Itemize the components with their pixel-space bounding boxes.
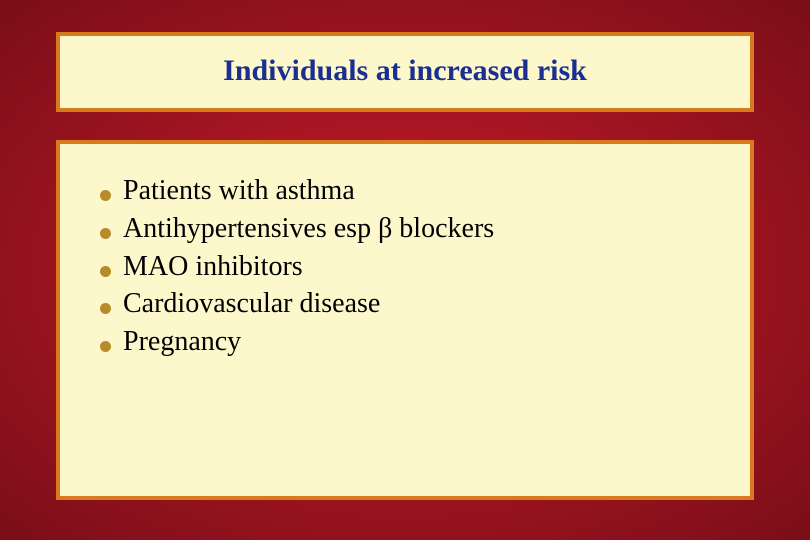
title-box: Individuals at increased risk xyxy=(56,32,754,112)
list-item: Pregnancy xyxy=(100,323,722,361)
bullet-icon xyxy=(100,266,111,277)
body-box: Patients with asthma Antihypertensives e… xyxy=(56,140,754,500)
slide-title: Individuals at increased risk xyxy=(72,54,738,88)
list-item-text: MAO inhibitors xyxy=(123,248,303,286)
bullet-icon xyxy=(100,341,111,352)
list-item: Cardiovascular disease xyxy=(100,285,722,323)
list-item: Patients with asthma xyxy=(100,172,722,210)
bullet-icon xyxy=(100,303,111,314)
bullet-icon xyxy=(100,190,111,201)
list-item: MAO inhibitors xyxy=(100,248,722,286)
list-item-text: Antihypertensives esp β blockers xyxy=(123,210,494,248)
list-item-text: Pregnancy xyxy=(123,323,241,361)
list-item-text: Patients with asthma xyxy=(123,172,355,210)
slide: Individuals at increased risk Patients w… xyxy=(0,0,810,540)
list-item-text: Cardiovascular disease xyxy=(123,285,380,323)
bullet-list: Patients with asthma Antihypertensives e… xyxy=(100,172,722,361)
list-item: Antihypertensives esp β blockers xyxy=(100,210,722,248)
bullet-icon xyxy=(100,228,111,239)
